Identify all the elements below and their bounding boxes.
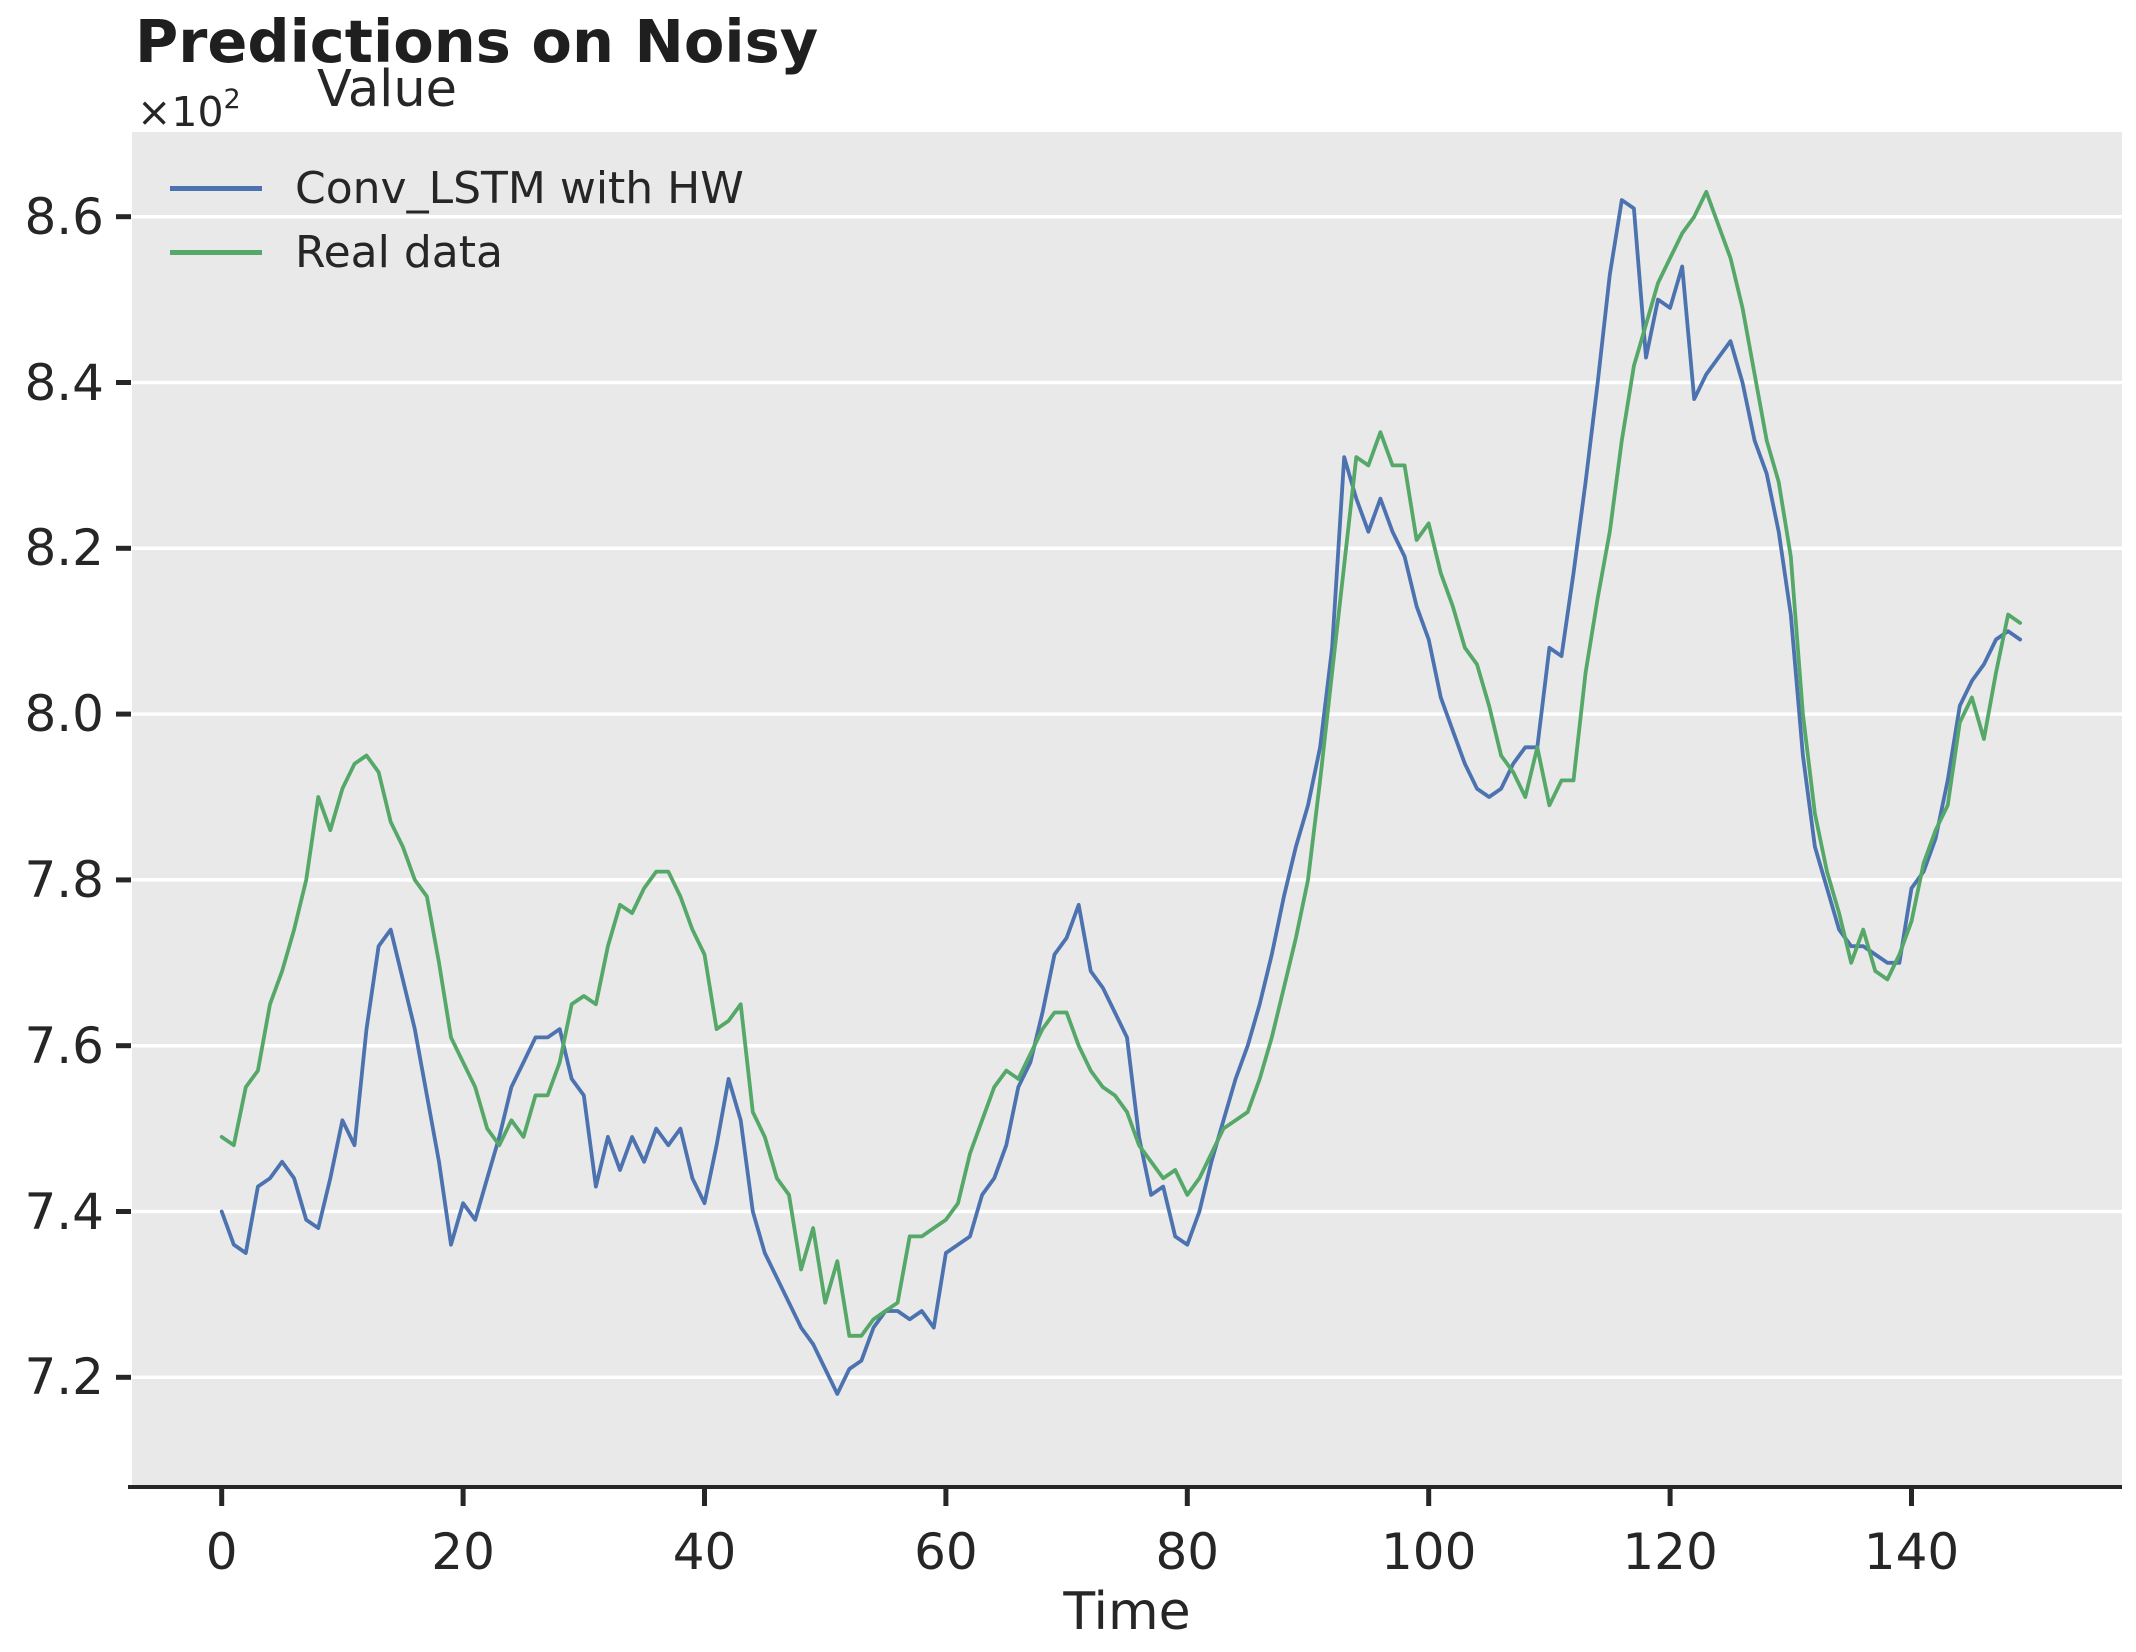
x-tick-label: 140 — [1863, 1523, 1960, 1581]
y-tick-label: 7.2 — [24, 1348, 104, 1407]
y-tick-label: 7.8 — [24, 850, 104, 909]
y-offset-exponent: 2 — [223, 84, 241, 115]
x-tick-label: 80 — [1155, 1523, 1220, 1581]
y-tick-label: 8.4 — [24, 353, 104, 412]
x-tick-label: 120 — [1622, 1523, 1718, 1581]
plot-background — [132, 132, 2122, 1487]
y-axis-label: Value — [317, 60, 458, 119]
y-tick-label: 8.0 — [24, 685, 104, 744]
y-tick-label: 8.6 — [24, 187, 104, 246]
y-tick-label: 7.4 — [24, 1182, 104, 1241]
x-tick-label: 100 — [1380, 1523, 1477, 1581]
x-tick-label: 20 — [431, 1523, 495, 1581]
y-tick-label: 7.6 — [24, 1016, 104, 1075]
x-tick-label: 60 — [914, 1523, 978, 1581]
y-offset-base: ×10 — [137, 88, 224, 136]
legend-item-real-data: Real data — [170, 224, 744, 280]
y-axis-offset-label: ×102 — [137, 84, 241, 136]
legend-label: Real data — [295, 226, 503, 278]
x-axis-label: Time — [1063, 1582, 1191, 1642]
series-line-conv-lstm — [219, 198, 2022, 1396]
legend-line-swatch-blue — [170, 185, 262, 191]
legend-line-swatch-green — [170, 249, 262, 255]
series-line-real-data — [219, 189, 2022, 1338]
legend-item-conv-lstm: Conv_LSTM with HW — [170, 160, 744, 216]
legend: Conv_LSTM with HW Real data — [170, 160, 744, 288]
x-tick-label: 40 — [672, 1523, 737, 1581]
x-tick-label: 0 — [205, 1523, 238, 1581]
y-tick-label: 8.2 — [24, 519, 104, 578]
legend-label: Conv_LSTM with HW — [295, 162, 744, 214]
chart-title: Predictions on Noisy — [135, 7, 819, 76]
